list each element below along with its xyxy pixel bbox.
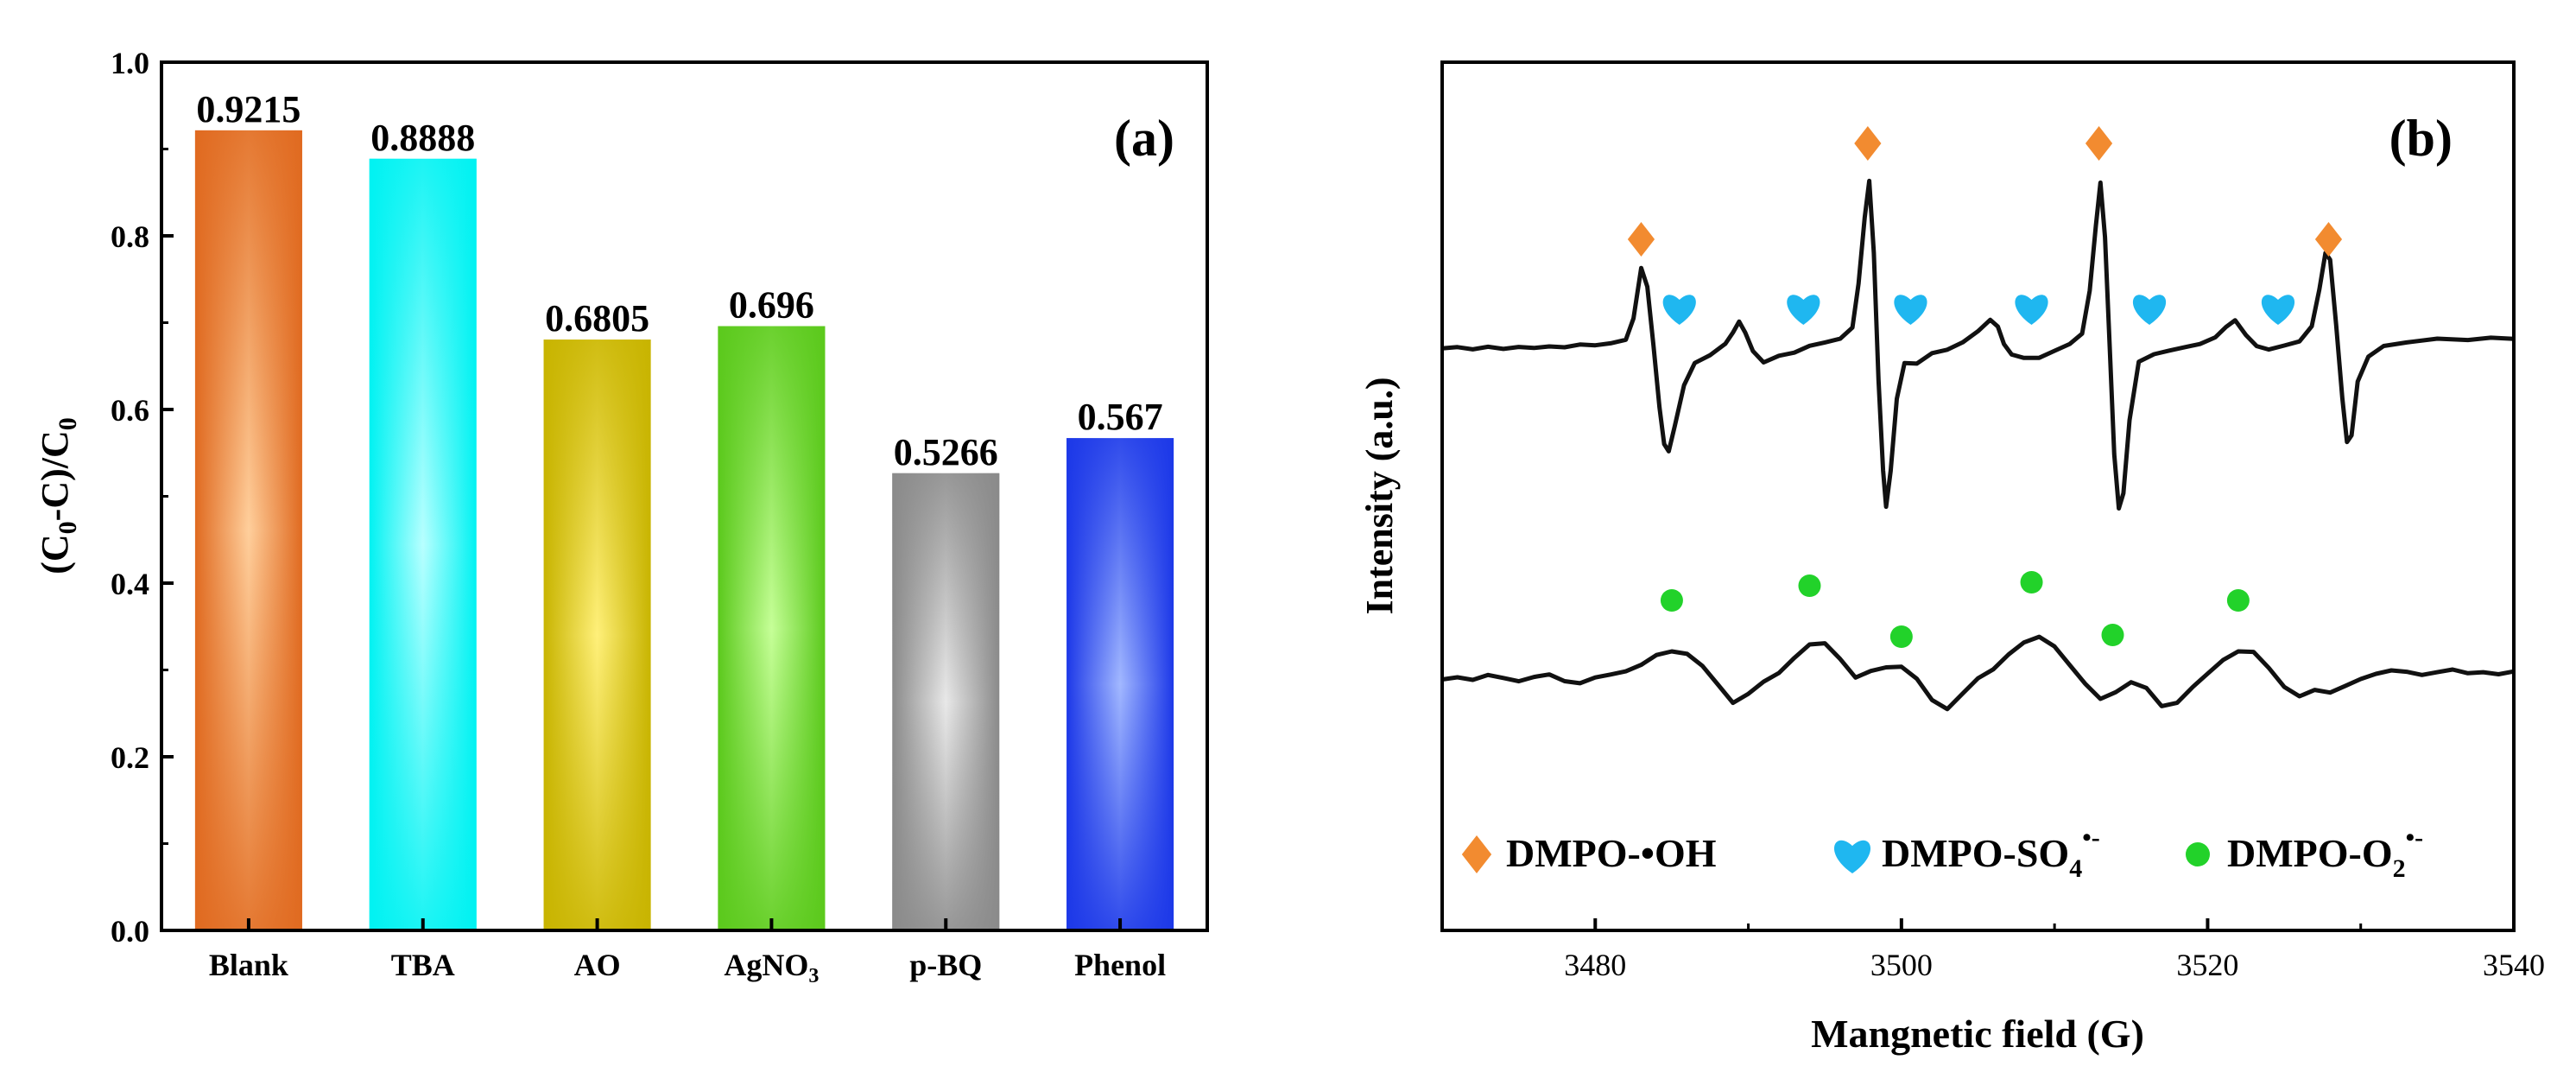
legend-label-sup: •- xyxy=(2406,823,2424,852)
circle-marker-o2 xyxy=(2020,571,2043,593)
bars-group xyxy=(194,130,1174,931)
legend-label: DMPO-SO4•- xyxy=(1882,823,2100,883)
x-tick-label-text: TBA xyxy=(391,948,455,982)
x-tick-label: Blank xyxy=(209,948,288,982)
y-axis-label: Intensity (a.u.) xyxy=(1358,377,1401,614)
circle-marker-o2 xyxy=(1660,589,1683,612)
x-tick-label-text: Phenol xyxy=(1074,948,1166,982)
legend-label-sub: 2 xyxy=(2393,854,2406,883)
x-axis-label: Mangnetic field (G) xyxy=(1811,1012,2144,1056)
diamond-marker-oh xyxy=(1854,126,1882,161)
y-tick-label: 0.6 xyxy=(111,393,149,428)
panel-b-frame xyxy=(1440,60,2516,932)
legend-label: DMPO-•OH xyxy=(1506,831,1717,875)
heart-marker-so4 xyxy=(1894,295,1927,325)
ylabel-part-1: (C xyxy=(34,534,76,574)
y-tick-label: 0.4 xyxy=(111,567,149,601)
value-label: 0.8888 xyxy=(370,117,475,159)
x-tick-label: AgNO3 xyxy=(724,948,819,987)
legend-label-text: DMPO-O xyxy=(2227,831,2393,875)
circle-marker-o2 xyxy=(2101,624,2124,646)
x-tick-label: 3540 xyxy=(2483,948,2545,982)
bar-shade-agno3 xyxy=(718,326,826,930)
legend-heart-icon xyxy=(1833,840,1871,873)
heart-marker-so4 xyxy=(1662,295,1696,325)
diamond-marker-oh xyxy=(2085,126,2113,161)
x-axis-ticks: Blank TBA AO AgNO3 p-BQ Phenol xyxy=(209,918,1166,987)
x-tick-label: 3500 xyxy=(1870,948,1933,982)
y-tick-label: 0.8 xyxy=(111,219,149,254)
legend-label-text: DMPO-SO xyxy=(1882,831,2069,875)
x-tick-label: TBA xyxy=(391,948,455,982)
x-tick-label-text: AgNO xyxy=(724,948,808,982)
bar-shade-phenol xyxy=(1066,438,1174,930)
y-axis-ticks: 0.0 0.2 0.4 0.6 0.8 1.0 xyxy=(111,46,174,949)
legend-circle-icon xyxy=(2186,842,2210,866)
heart-marker-so4 xyxy=(2132,295,2167,325)
x-tick-label: AO xyxy=(574,948,621,982)
legend-label: DMPO-O2•- xyxy=(2227,823,2423,883)
spectrum-curves-group xyxy=(1441,178,2515,712)
panel-a-frame xyxy=(160,60,1209,932)
x-tick-label: Phenol xyxy=(1074,948,1166,982)
circle-marker-o2 xyxy=(2226,589,2250,612)
legend-label-text: DMPO-•OH xyxy=(1506,831,1717,875)
value-label: 0.567 xyxy=(1078,396,1163,438)
y-axis-label: (C0-C)/C0 xyxy=(34,417,82,574)
panel-a-label: (a) xyxy=(1114,110,1174,167)
value-labels-group: 0.9215 0.8888 0.6805 0.696 0.5266 0.567 xyxy=(196,88,1162,473)
spectrum-line-1 xyxy=(1441,178,2515,511)
diamond-marker-oh xyxy=(2314,222,2343,257)
ylabel-sub-1: 0 xyxy=(54,521,82,534)
value-label: 0.696 xyxy=(729,284,814,327)
x-tick-label: 3480 xyxy=(1564,948,1626,982)
y-tick-label: 0.0 xyxy=(111,914,149,949)
x-tick-label-text: AO xyxy=(574,948,621,982)
heart-marker-so4 xyxy=(1787,295,1820,325)
legend-label-sup: •- xyxy=(2082,823,2100,852)
panel-b-line-chart: 3480 3500 3520 3540 Mangnetic field (G) Int… xyxy=(1358,60,2545,1056)
x-tick-label-sub: 3 xyxy=(808,965,819,987)
x-tick-label: p-BQ xyxy=(909,948,982,982)
heart-marker-so4 xyxy=(2261,295,2295,325)
x-tick-label: 3520 xyxy=(2176,948,2238,982)
peak-markers-group xyxy=(1627,126,2343,648)
panel-b-label: (b) xyxy=(2389,110,2453,167)
x-tick-label-text: Blank xyxy=(209,948,288,982)
x-tick-label-text: p-BQ xyxy=(909,948,982,982)
ylabel-sub-2: 0 xyxy=(54,417,82,430)
legend-label-sub: 4 xyxy=(2069,854,2082,883)
circle-marker-o2 xyxy=(1798,574,1821,597)
y-tick-label: 0.2 xyxy=(111,740,149,775)
bar-shade-tba xyxy=(369,158,477,931)
bar-shade-ao xyxy=(543,340,651,930)
ylabel-part-2: -C)/C xyxy=(34,430,76,521)
bar-shade-p-bq xyxy=(892,473,1000,930)
circle-marker-o2 xyxy=(1889,625,1913,648)
bar-shade-blank xyxy=(194,130,302,930)
value-label: 0.9215 xyxy=(196,88,301,130)
value-label: 0.5266 xyxy=(894,431,998,473)
value-label: 0.6805 xyxy=(545,297,649,340)
heart-marker-so4 xyxy=(2015,295,2048,325)
spectrum-line-2 xyxy=(1441,634,2515,712)
diamond-marker-oh xyxy=(1627,222,1655,257)
y-tick-label: 1.0 xyxy=(111,46,149,80)
legend-diamond-icon xyxy=(1461,835,1492,873)
x-axis-ticks: 3480 3500 3520 3540 xyxy=(1440,918,2545,982)
legend: DMPO-•OH DMPO-SO4•- DMPO-O2•- xyxy=(1461,823,2423,883)
